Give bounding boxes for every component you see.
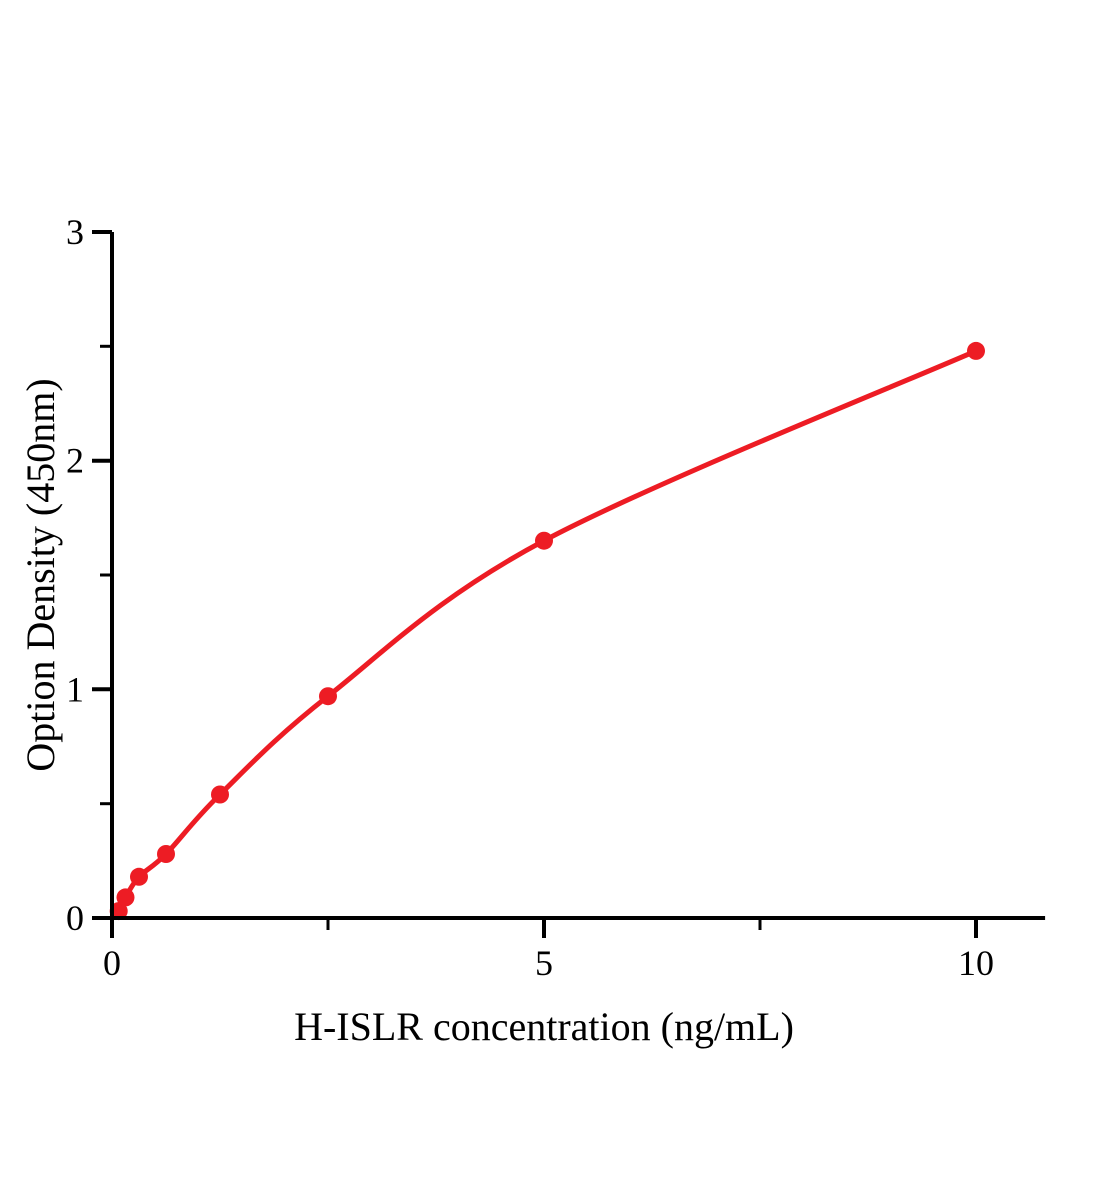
- y-tick-label: 2: [66, 441, 84, 481]
- fit-curve: [116, 348, 979, 914]
- x-tick-label: 10: [958, 943, 994, 983]
- data-point: [116, 888, 135, 907]
- x-tick-label: 0: [103, 943, 121, 983]
- data-point: [967, 341, 985, 360]
- data-point: [211, 785, 229, 804]
- data-point: [319, 687, 337, 706]
- x-tick-label: 5: [535, 943, 553, 983]
- data-point: [109, 902, 128, 921]
- y-tick-label: 3: [66, 212, 84, 252]
- data-point: [157, 845, 175, 863]
- y-tick-label: 1: [66, 669, 84, 709]
- axes-layer: [92, 230, 1046, 938]
- data-point: [535, 531, 553, 550]
- x-axis-title: H-ISLR concentration (ng/mL): [294, 1004, 794, 1049]
- y-tick-label: 0: [66, 898, 84, 938]
- y-axis-title: Option Density (450nm): [18, 378, 63, 771]
- tick-labels-layer: 0 5 10 0 1 2 3: [66, 212, 994, 983]
- data-point: [130, 867, 148, 886]
- series-layer: [109, 341, 985, 921]
